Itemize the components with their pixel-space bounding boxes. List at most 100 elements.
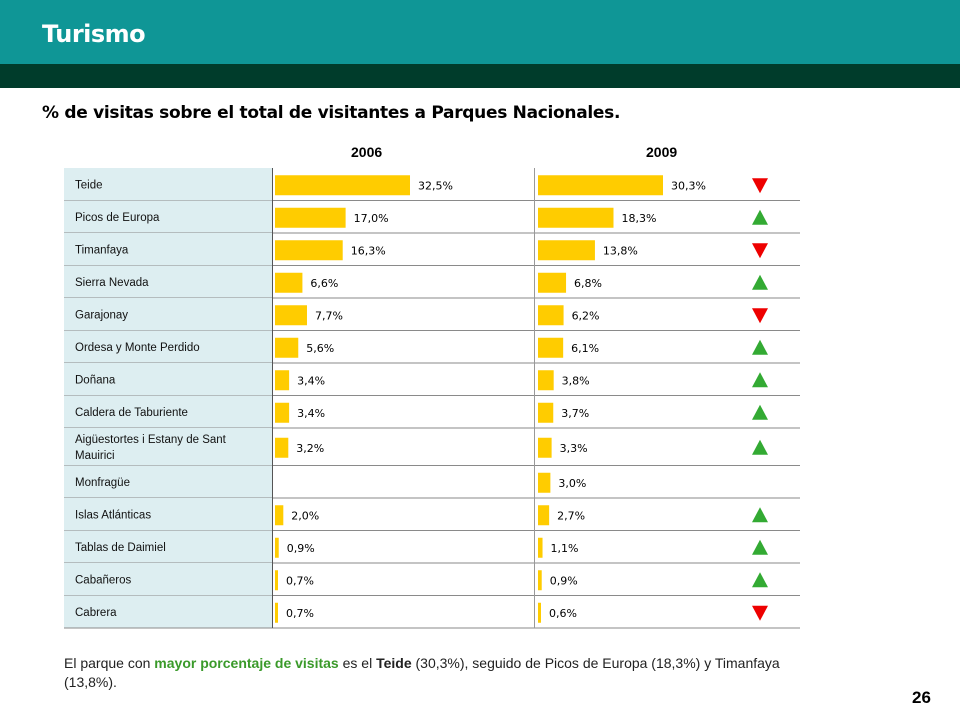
category-cell bbox=[64, 233, 272, 266]
bar-2009-sierra-nevada bbox=[538, 272, 567, 293]
data-label-2009-monfrague: 3,0% bbox=[558, 477, 586, 490]
data-label-2009-donana: 3,8% bbox=[562, 374, 590, 387]
bar-2009-cabaneros bbox=[538, 570, 542, 591]
trend-up-icon bbox=[752, 404, 768, 420]
category-label-sierra-nevada: Sierra Nevada bbox=[75, 277, 149, 289]
header-bar bbox=[0, 0, 960, 64]
category-cell bbox=[64, 465, 272, 498]
category-cell bbox=[64, 395, 272, 428]
bar-2006-caldera-de-taburiente bbox=[275, 402, 290, 423]
data-label-2006-ordesa-y-monte-perdido: 5,6% bbox=[306, 342, 334, 355]
category-cell bbox=[64, 200, 272, 233]
data-label-2006-tablas-de-daimiel: 0,9% bbox=[287, 542, 315, 555]
category-label-monfrague: Monfragüe bbox=[75, 477, 130, 489]
trend-up-icon bbox=[752, 539, 768, 555]
bar-2006-tablas-de-daimiel bbox=[275, 537, 279, 558]
trend-down-icon bbox=[752, 308, 768, 324]
bar-2009-cabrera bbox=[538, 602, 541, 623]
data-label-2009-sierra-nevada: 6,8% bbox=[574, 277, 602, 290]
bar-2009-caldera-de-taburiente bbox=[538, 402, 554, 423]
category-cell bbox=[64, 428, 272, 466]
data-label-2009-timanfaya: 13,8% bbox=[603, 244, 638, 257]
bar-2009-islas-atlanticas bbox=[538, 505, 550, 526]
footnote: El parque con mayor porcentaje de visita… bbox=[64, 654, 834, 692]
bar-2006-donana bbox=[275, 370, 290, 391]
data-label-2006-picos-de-europa: 17,0% bbox=[354, 212, 389, 225]
data-label-2009-picos-de-europa: 18,3% bbox=[621, 212, 656, 225]
category-cell bbox=[64, 298, 272, 331]
bar-2006-ordesa-y-monte-perdido bbox=[275, 337, 299, 358]
bar-2009-garajonay bbox=[538, 305, 564, 326]
category-cell bbox=[64, 363, 272, 396]
trend-up-icon bbox=[752, 572, 768, 588]
footnote-text: El parque con bbox=[64, 655, 155, 671]
footnote-park: Teide bbox=[376, 655, 412, 671]
trend-up-icon bbox=[752, 439, 768, 455]
trend-down-icon bbox=[752, 178, 768, 194]
category-label-donana: Doñana bbox=[75, 374, 116, 386]
bar-2009-monfrague bbox=[538, 472, 551, 493]
category-label-timanfaya: Timanfaya bbox=[75, 244, 129, 256]
bar-2006-picos-de-europa bbox=[275, 207, 346, 228]
trend-up-icon bbox=[752, 339, 768, 355]
data-label-2006-sierra-nevada: 6,6% bbox=[310, 277, 338, 290]
bar-2006-cabrera bbox=[275, 602, 278, 623]
bar-2006-teide bbox=[275, 175, 410, 196]
category-label-cabaneros: Cabañeros bbox=[75, 574, 132, 586]
data-label-2009-aiguestortes-i-estany-de-sant-mauirici: 3,3% bbox=[560, 442, 588, 455]
series-label-2006: 2006 bbox=[351, 144, 383, 160]
category-label-aiguestortes-i-estany-de-sant-mauirici: Aigüestortes i Estany de Sant Mauirici bbox=[75, 434, 227, 462]
data-label-2009-garajonay: 6,2% bbox=[572, 309, 600, 322]
bar-2009-picos-de-europa bbox=[538, 207, 614, 228]
bar-2009-donana bbox=[538, 370, 554, 391]
category-cell bbox=[64, 595, 272, 628]
bar-2009-teide bbox=[538, 175, 663, 196]
data-label-2009-ordesa-y-monte-perdido: 6,1% bbox=[571, 342, 599, 355]
trend-down-icon bbox=[752, 605, 768, 621]
data-label-2006-islas-atlanticas: 2,0% bbox=[291, 509, 319, 522]
data-label-2006-donana: 3,4% bbox=[297, 374, 325, 387]
category-cell bbox=[64, 330, 272, 363]
category-cell bbox=[64, 563, 272, 596]
header-band bbox=[0, 64, 960, 88]
category-label-tablas-de-daimiel: Tablas de Daimiel bbox=[75, 542, 166, 554]
bar-2006-islas-atlanticas bbox=[275, 505, 284, 526]
category-label-cabrera: Cabrera bbox=[75, 607, 117, 619]
data-label-2006-caldera-de-taburiente: 3,4% bbox=[297, 407, 325, 420]
bar-2006-timanfaya bbox=[275, 240, 343, 261]
footnote-text: es el bbox=[338, 655, 377, 671]
data-label-2009-tablas-de-daimiel: 1,1% bbox=[551, 542, 579, 555]
bar-2006-aiguestortes-i-estany-de-sant-mauirici bbox=[275, 437, 289, 458]
data-label-2006-garajonay: 7,7% bbox=[315, 309, 343, 322]
trend-down-icon bbox=[752, 243, 768, 259]
bar-2006-sierra-nevada bbox=[275, 272, 303, 293]
page-number: 26 bbox=[912, 688, 931, 707]
footnote-highlight: mayor porcentaje de visitas bbox=[154, 655, 339, 671]
chart-subtitle: % de visitas sobre el total de visitante… bbox=[42, 103, 621, 123]
category-cell bbox=[64, 530, 272, 563]
data-label-2006-cabrera: 0,7% bbox=[286, 607, 314, 620]
category-label-garajonay: Garajonay bbox=[75, 309, 128, 321]
bar-2009-ordesa-y-monte-perdido bbox=[538, 337, 564, 358]
data-label-2009-islas-atlanticas: 2,7% bbox=[557, 509, 585, 522]
trend-up-icon bbox=[752, 372, 768, 388]
data-label-2006-teide: 32,5% bbox=[418, 179, 453, 192]
bar-2006-garajonay bbox=[275, 305, 307, 326]
bar-2006-cabaneros bbox=[275, 570, 278, 591]
category-cell bbox=[64, 498, 272, 531]
data-label-2009-cabaneros: 0,9% bbox=[550, 574, 578, 587]
app-title: Turismo bbox=[42, 20, 146, 48]
category-label-teide: Teide bbox=[75, 179, 103, 191]
data-label-2009-cabrera: 0,6% bbox=[549, 607, 577, 620]
category-cell bbox=[64, 265, 272, 298]
trend-up-icon bbox=[752, 507, 768, 523]
category-label-ordesa-y-monte-perdido: Ordesa y Monte Perdido bbox=[75, 342, 200, 354]
series-label-2009: 2009 bbox=[646, 144, 678, 160]
category-label-islas-atlanticas: Islas Atlánticas bbox=[75, 509, 151, 521]
data-label-2006-cabaneros: 0,7% bbox=[286, 574, 314, 587]
data-label-2006-aiguestortes-i-estany-de-sant-mauirici: 3,2% bbox=[296, 442, 324, 455]
bar-2009-timanfaya bbox=[538, 240, 595, 261]
category-label-picos-de-europa: Picos de Europa bbox=[75, 212, 160, 224]
data-label-2006-timanfaya: 16,3% bbox=[351, 244, 386, 257]
